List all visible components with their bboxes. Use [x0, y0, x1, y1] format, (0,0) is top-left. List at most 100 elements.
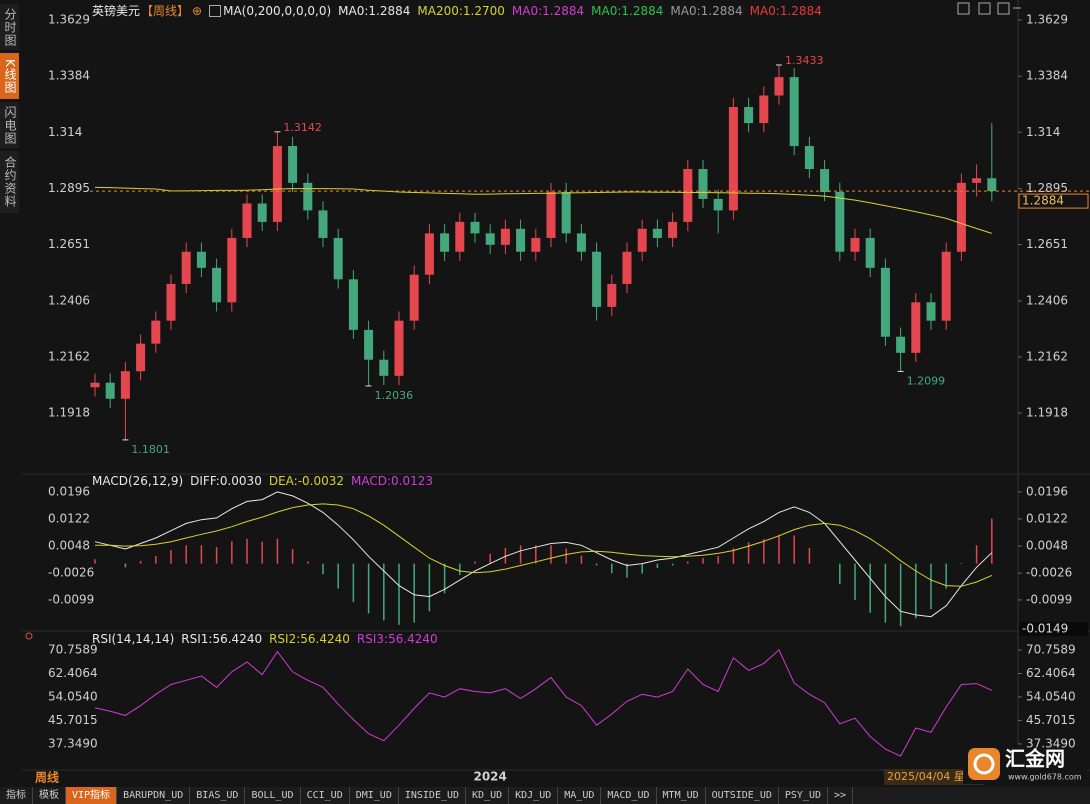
candle-body: [394, 320, 404, 376]
macd-legend: MACD(26,12,9) DIFF:0.0030 DEA:-0.0032 MACD…: [92, 474, 433, 488]
sidebar-tab[interactable]: K线图: [0, 53, 19, 99]
y-tick-label-right: 0.0196: [1026, 484, 1068, 498]
candle-body: [774, 77, 784, 96]
y-tick-label: 37.3490: [48, 736, 98, 750]
tab[interactable]: >>: [828, 787, 854, 804]
tab[interactable]: DMI_UD: [350, 787, 399, 804]
last-price-tag: [1018, 193, 1089, 209]
candle-body: [288, 146, 298, 183]
tab[interactable]: 指标: [0, 787, 33, 804]
tab[interactable]: MA_UD: [558, 787, 602, 804]
indicator: MA(0,200,0,0,0,0): [223, 3, 332, 18]
tab[interactable]: KD_UD: [466, 787, 510, 804]
macd-line: [95, 503, 992, 587]
tab-bar: 指标 模板 VIP指标 BARUPDN_UD BIAS_UD BOLL_UD CCI_UD D…: [0, 787, 1090, 804]
sidebar-tab[interactable]: 合约资料: [0, 151, 19, 213]
candle-body: [607, 283, 617, 307]
rsi-legend: RSI(14,14,14) RSI1:56.4240 RSI2:56.4240 RS…: [92, 632, 438, 646]
candle-body: [865, 237, 875, 268]
candle-body: [561, 192, 571, 234]
legend-item: RSI3:56.4240: [356, 632, 438, 646]
candle-body: [105, 382, 115, 399]
logo-name: 汇金网: [1005, 747, 1065, 771]
candle-body: [242, 203, 252, 238]
rsi-title: RSI(14,14,14): [92, 632, 175, 646]
candle-body: [728, 107, 738, 211]
candle-body: [820, 169, 830, 193]
candle-body: [987, 178, 997, 192]
y-tick-label-right: 1.2651: [1026, 237, 1068, 251]
sidebar-tab[interactable]: 分时图: [0, 4, 19, 50]
extreme-label: 1.1801: [131, 443, 170, 456]
y-tick-label: 54.0540: [48, 689, 98, 703]
legend-item: DEA:-0.0032: [268, 474, 345, 488]
y-tick-label-right: 0.0122: [1026, 511, 1068, 525]
sidebar-tab[interactable]: 闪电图: [0, 102, 19, 148]
y-tick-label-right: 1.3629: [1026, 12, 1068, 26]
candle-body: [136, 343, 146, 372]
candle-body: [212, 267, 222, 303]
candle-body: [592, 251, 602, 307]
y-tick-label-right: 1.2162: [1026, 349, 1068, 363]
toolbar-icons[interactable]: [957, 2, 1021, 15]
tab[interactable]: OUTSIDE_UD: [706, 787, 779, 804]
tab[interactable]: CCI_UD: [301, 787, 350, 804]
logo: 汇金网 www.gold678.com: [963, 744, 1087, 784]
period: 【周线】: [141, 4, 190, 18]
candle-body: [850, 237, 860, 252]
candle-body: [546, 192, 556, 238]
candle-body: [683, 169, 693, 222]
tab[interactable]: 模板: [33, 787, 66, 804]
candle-body: [90, 382, 100, 388]
period-label: 周线: [35, 770, 59, 785]
candle-body: [455, 221, 465, 252]
candle-body: [516, 228, 526, 252]
candle-body: [896, 336, 906, 353]
macd-title: MACD(26,12,9): [92, 474, 184, 488]
tab[interactable]: BIAS_UD: [190, 787, 246, 804]
y-tick-label-right: 45.7015: [1026, 713, 1076, 727]
candle-body: [379, 359, 389, 376]
tab[interactable]: BOLL_UD: [245, 787, 301, 804]
tab[interactable]: MACD_UD: [601, 787, 657, 804]
candle-body: [744, 107, 754, 124]
legend-item: RSI1:56.4240: [181, 632, 263, 646]
y-tick-label: 1.314: [48, 125, 82, 139]
y-tick-label-right: 62.4064: [1026, 666, 1076, 680]
candle-body: [622, 251, 632, 284]
extreme-label: 1.3142: [283, 121, 322, 134]
candle-body: [409, 274, 419, 321]
candle-body: [926, 302, 936, 321]
add-icon[interactable]: ⊕: [192, 3, 203, 18]
candle-body: [272, 146, 282, 222]
candle-body: [531, 237, 541, 252]
tab[interactable]: MTM_UD: [657, 787, 706, 804]
candle-body: [257, 203, 267, 222]
candle-body: [713, 198, 723, 211]
y-tick-label: 0.0122: [48, 511, 90, 525]
y-tick-label-right: 70.7589: [1026, 643, 1076, 657]
y-tick-label-right: 37.3490: [1026, 736, 1076, 750]
candle-body: [804, 146, 814, 170]
candle-body: [348, 279, 358, 330]
y-tick-label: 1.1918: [48, 406, 90, 420]
tab[interactable]: INSIDE_UD: [399, 787, 467, 804]
settings-icon[interactable]: [209, 4, 222, 17]
y-tick-label: 0.0196: [48, 484, 90, 498]
legend-item: MACD:0.0123: [351, 474, 434, 488]
rsi-icon[interactable]: [25, 632, 33, 640]
macd-line: [94, 491, 993, 618]
candle-body: [698, 169, 708, 199]
y-tick-label: -0.0026: [48, 566, 94, 580]
legend-item: MA0:1.2884: [511, 3, 585, 18]
y-tick-label-right: -0.0099: [1026, 592, 1072, 606]
candle-body: [576, 233, 586, 252]
candle-body: [789, 77, 799, 147]
tab[interactable]: PSY_UD: [779, 787, 828, 804]
tab[interactable]: VIP指标: [66, 787, 118, 804]
candle-body: [424, 233, 434, 275]
tab[interactable]: BARUPDN_UD: [117, 787, 191, 804]
tab[interactable]: KDJ_UD: [509, 787, 559, 804]
candle-body: [196, 251, 206, 268]
